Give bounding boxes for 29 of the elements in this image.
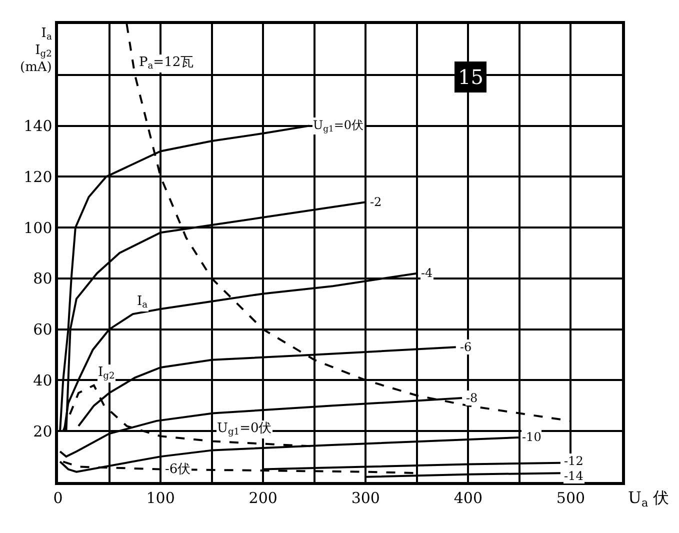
annotation: I$_{a}$ bbox=[137, 294, 148, 311]
y-tick-label: 40 bbox=[33, 371, 52, 390]
series-label: -14 bbox=[564, 469, 584, 483]
y-tick-label: 100 bbox=[24, 218, 52, 237]
y-tick-label: 60 bbox=[33, 320, 52, 339]
x-tick-label: 100 bbox=[146, 488, 175, 507]
y-tick-label: 140 bbox=[24, 117, 52, 136]
annotation: -6伏 bbox=[165, 462, 191, 477]
series-label: -4 bbox=[421, 266, 434, 280]
series-label: -2 bbox=[370, 195, 382, 209]
annotation: I$_{g2}$ bbox=[98, 365, 115, 382]
annotation: P$_{a}$=12瓦 bbox=[139, 55, 194, 72]
series-label: -10 bbox=[522, 430, 542, 444]
annotation: 15 bbox=[458, 65, 484, 89]
annotation: U$_{g1}$=0伏 bbox=[217, 421, 272, 438]
x-tick-label: 400 bbox=[454, 488, 482, 507]
series-label: -12 bbox=[564, 454, 584, 468]
y-tick-label: 80 bbox=[33, 270, 52, 288]
y-axis-title: I$_{a}$ I$_{g2}$ (mA) bbox=[20, 26, 52, 75]
series-label: -6 bbox=[460, 340, 472, 354]
x-tick-label: 0 bbox=[53, 488, 63, 507]
y-tick-label: 120 bbox=[24, 168, 52, 186]
series-label: -8 bbox=[466, 391, 478, 405]
x-tick-label: 500 bbox=[556, 488, 586, 507]
x-tick-label: 300 bbox=[351, 488, 380, 507]
x-axis-title: U$_{a}$ 伏 bbox=[628, 488, 670, 510]
x-tick-label: 200 bbox=[248, 488, 278, 507]
y-tick-label: 20 bbox=[33, 422, 52, 440]
series-label: U$_{g1}$=0伏 bbox=[313, 118, 364, 134]
